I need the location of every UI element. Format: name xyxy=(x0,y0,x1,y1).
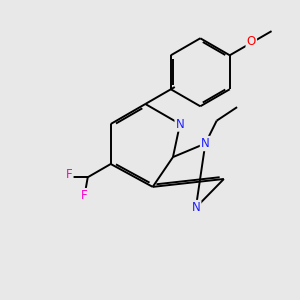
Text: N: N xyxy=(191,201,200,214)
Text: F: F xyxy=(66,168,72,182)
Text: F: F xyxy=(81,189,87,202)
Text: O: O xyxy=(247,35,256,48)
Text: N: N xyxy=(176,118,184,130)
Text: N: N xyxy=(201,137,210,150)
